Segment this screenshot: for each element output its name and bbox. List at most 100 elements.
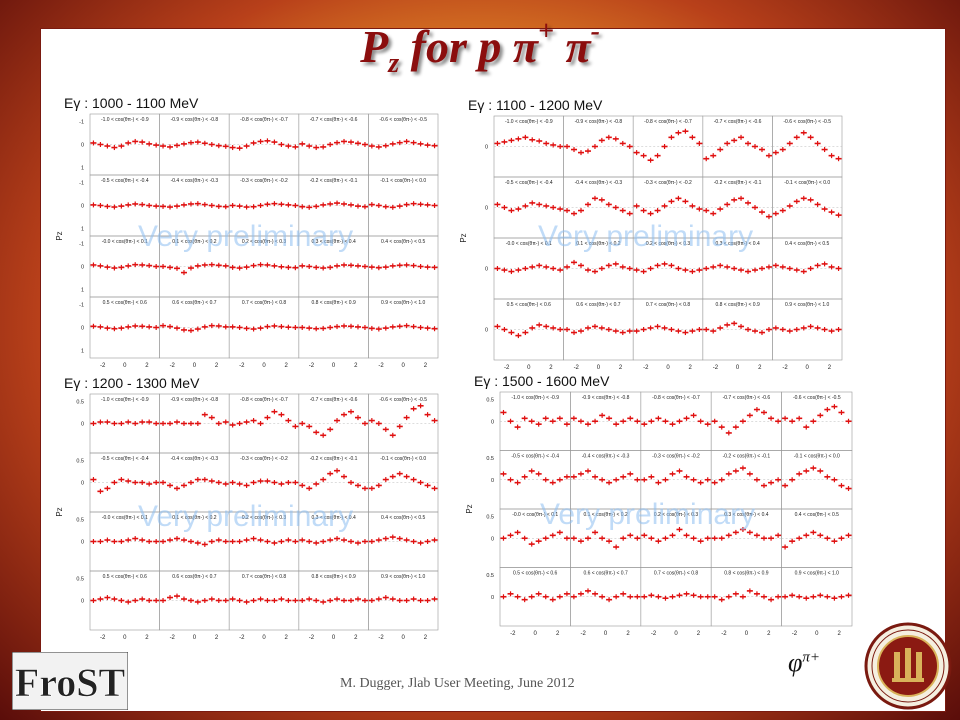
data-point [703,156,710,162]
data-point [111,145,118,151]
data-point [662,418,669,424]
data-point [571,211,578,217]
data-point [556,415,563,421]
data-point [194,540,201,546]
data-point [598,197,605,203]
data-point [821,327,828,332]
data-point [118,264,125,270]
data-point [264,262,271,268]
data-point [668,327,675,332]
bin-label: -0.9 < cos(θπ-) < -0.8 [171,397,219,403]
x-tick-label: 2 [549,365,553,371]
x-tick-label: 2 [424,363,428,369]
data-point [731,266,738,271]
data-point [313,540,320,546]
data-point [327,264,334,270]
data-point [243,419,250,425]
subplot-frame [632,237,704,300]
data-point [697,538,704,544]
data-point [549,480,556,486]
data-point [396,536,403,542]
y-tick-label: 0 [485,267,488,273]
data-point [334,468,341,474]
bin-label: -0.5 < cos(θπ-) < -0.4 [505,180,553,186]
data-point [90,421,97,426]
data-point [536,262,543,268]
data-point [786,140,793,146]
data-point [396,598,403,603]
data-point [814,201,821,207]
data-point [570,594,577,600]
x-tick-label: 0 [332,635,336,641]
title-subscript: z [388,48,400,79]
data-point [772,325,779,331]
x-tick-label: 2 [424,635,428,641]
data-point [634,535,641,541]
bin-label: -0.0 < cos(θπ-) < 0.1 [102,239,148,245]
data-point [180,421,187,426]
data-point [354,540,361,546]
data-point [765,214,772,220]
data-point [403,323,410,329]
bin-label: -0.3 < cos(θπ-) < -0.2 [652,454,700,460]
data-point [761,409,767,415]
data-point [257,421,264,426]
plot-grid-svg: Pz -1.0 < cos(θπ-) < -0.9 -1 0 1 -0.9 < cos(θ… [55,113,439,369]
data-point [354,263,361,269]
data-point [550,266,557,271]
data-point [584,325,591,331]
data-point [647,325,654,331]
bin-label: 0.2 < cos(θπ-) < 0.3 [242,515,287,521]
data-point [669,471,676,477]
data-point [236,203,243,209]
data-point [606,597,613,603]
data-point [139,419,146,425]
data-point [765,327,772,332]
data-point [132,201,139,207]
data-point [626,266,633,271]
data-point [598,266,605,271]
data-point [348,598,354,603]
data-point [194,477,201,483]
data-point [682,330,689,336]
y-tick-label: 0 [81,143,84,149]
data-point [745,269,752,275]
data-point [690,535,697,541]
data-point [236,481,243,487]
data-point [132,480,139,485]
y-tick-label: -1 [79,303,84,309]
data-point [368,598,375,603]
data-point [243,143,250,149]
data-point [619,264,626,270]
data-point [810,529,817,535]
x-tick-label: -2 [574,365,580,371]
x-tick-label: 2 [284,363,288,369]
data-point [208,203,215,208]
data-point [633,203,640,209]
bin-label: 0.2 < cos(θπ-) < 0.3 [654,512,699,518]
panel-title: Eγ : 1000 - 1100 MeV [64,95,199,111]
data-point [194,421,201,426]
x-tick-label: 2 [215,635,219,641]
data-point [111,480,118,485]
data-point [292,203,299,208]
data-point [676,418,683,424]
data-point [153,325,160,330]
data-point [139,537,146,543]
bin-label: -0.3 < cos(θπ-) < -0.2 [644,180,692,186]
bin-label: 0.7 < cos(θπ-) < 0.8 [242,300,287,306]
bin-label: -1.0 < cos(θπ-) < -0.9 [101,397,149,403]
data-point [810,594,817,600]
bin-label: -0.0 < cos(θπ-) < 0.1 [512,512,558,518]
data-point [824,535,831,541]
data-point [521,597,528,603]
x-tick-label: -2 [378,635,384,641]
data-point [285,537,292,543]
data-point [717,147,724,153]
data-point [215,537,222,543]
data-point [375,537,382,543]
data-point [550,205,557,210]
y-tick-label: 1 [81,287,84,293]
data-point [125,140,132,146]
x-tick-label: -2 [100,635,106,641]
